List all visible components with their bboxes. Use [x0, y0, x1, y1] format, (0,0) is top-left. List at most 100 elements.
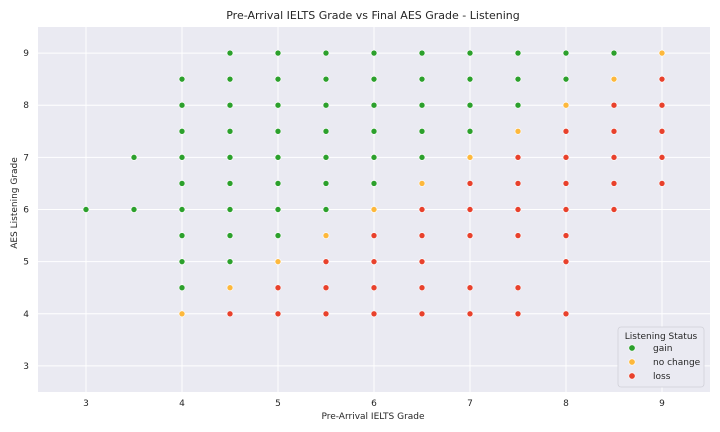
- data-point-gain: [322, 206, 330, 213]
- data-point-loss: [514, 232, 522, 239]
- data-point-loss: [658, 75, 666, 83]
- legend-label: loss: [653, 372, 671, 382]
- data-point-gain: [274, 101, 282, 109]
- data-point-loss: [658, 127, 666, 135]
- data-point-gain: [562, 49, 570, 57]
- data-point-loss: [562, 232, 570, 239]
- data-point-gain: [130, 206, 138, 213]
- chart-title: Pre-Arrival IELTS Grade vs Final AES Gra…: [226, 9, 520, 22]
- x-tick-label: 3: [83, 399, 89, 409]
- x-tick-labels: 3 4 5 6 7 8 9: [83, 399, 665, 409]
- data-point-gain: [226, 101, 234, 109]
- data-point-gain: [178, 75, 186, 83]
- data-point-gain: [562, 75, 570, 83]
- data-point-gain: [370, 127, 378, 135]
- data-point-loss: [562, 206, 570, 213]
- data-point-loss: [610, 180, 618, 187]
- data-point-loss: [322, 284, 330, 292]
- data-point-loss: [418, 232, 426, 239]
- data-point-gain: [178, 284, 186, 292]
- data-point-gain: [226, 180, 234, 187]
- data-point-loss: [514, 180, 522, 187]
- data-point-gain: [466, 101, 474, 109]
- data-point-loss: [514, 310, 522, 318]
- data-point-loss: [562, 127, 570, 135]
- data-point-loss: [370, 258, 378, 265]
- data-points: [82, 49, 666, 318]
- data-point-gain: [178, 154, 186, 161]
- data-point-gain: [418, 101, 426, 109]
- data-point-gain: [466, 75, 474, 83]
- data-point-gain: [274, 206, 282, 213]
- data-point-loss: [610, 101, 618, 109]
- data-point-gain: [418, 154, 426, 161]
- data-point-loss: [658, 180, 666, 187]
- data-point-gain: [274, 154, 282, 161]
- data-point-loss: [370, 232, 378, 239]
- data-point-gain: [226, 258, 234, 265]
- legend-marker: [628, 344, 636, 352]
- data-point-no-change: [274, 258, 282, 265]
- data-point-loss: [418, 206, 426, 213]
- data-point-gain: [514, 75, 522, 83]
- y-tick-label: 9: [23, 49, 29, 59]
- data-point-loss: [466, 310, 474, 318]
- data-point-loss: [370, 310, 378, 318]
- data-point-no-change: [562, 101, 570, 109]
- data-point-gain: [178, 232, 186, 239]
- y-tick-label: 3: [23, 362, 29, 372]
- data-point-gain: [178, 180, 186, 187]
- data-point-no-change: [610, 75, 618, 83]
- legend-marker: [628, 358, 636, 366]
- data-point-gain: [322, 101, 330, 109]
- data-point-gain: [418, 75, 426, 83]
- y-tick-label: 8: [23, 101, 29, 111]
- data-point-no-change: [370, 206, 378, 213]
- data-point-no-change: [322, 232, 330, 239]
- data-point-gain: [226, 154, 234, 161]
- legend-marker: [628, 372, 636, 380]
- y-tick-label: 5: [23, 258, 29, 268]
- x-tick-label: 5: [275, 399, 281, 409]
- data-point-gain: [226, 232, 234, 239]
- data-point-loss: [610, 154, 618, 161]
- y-tick-label: 7: [23, 153, 29, 163]
- x-tick-label: 8: [563, 399, 569, 409]
- data-point-loss: [562, 180, 570, 187]
- data-point-gain: [322, 75, 330, 83]
- data-point-loss: [274, 284, 282, 292]
- data-point-gain: [418, 49, 426, 57]
- legend-box: [617, 326, 705, 388]
- data-point-loss: [466, 284, 474, 292]
- data-point-gain: [226, 75, 234, 83]
- data-point-gain: [418, 127, 426, 135]
- data-point-loss: [658, 154, 666, 161]
- x-tick-label: 7: [467, 399, 473, 409]
- data-point-gain: [322, 127, 330, 135]
- data-point-loss: [514, 284, 522, 292]
- x-tick-label: 4: [179, 399, 185, 409]
- data-point-loss: [274, 310, 282, 318]
- data-point-gain: [514, 101, 522, 109]
- data-point-gain: [322, 180, 330, 187]
- data-point-loss: [418, 258, 426, 265]
- data-point-loss: [514, 154, 522, 161]
- data-point-loss: [658, 101, 666, 109]
- data-point-loss: [610, 127, 618, 135]
- y-tick-label: 4: [23, 310, 29, 320]
- legend-title: Listening Status: [625, 332, 698, 342]
- data-point-gain: [274, 232, 282, 239]
- data-point-no-change: [514, 127, 522, 135]
- data-point-gain: [322, 49, 330, 57]
- y-tick-labels: 3 4 5 6 7 8 9: [23, 49, 29, 372]
- data-point-gain: [370, 75, 378, 83]
- data-point-no-change: [658, 49, 666, 57]
- data-point-loss: [322, 310, 330, 318]
- data-point-gain: [178, 101, 186, 109]
- y-tick-label: 6: [23, 206, 29, 216]
- data-point-no-change: [466, 154, 474, 161]
- data-point-gain: [370, 49, 378, 57]
- data-point-loss: [562, 258, 570, 265]
